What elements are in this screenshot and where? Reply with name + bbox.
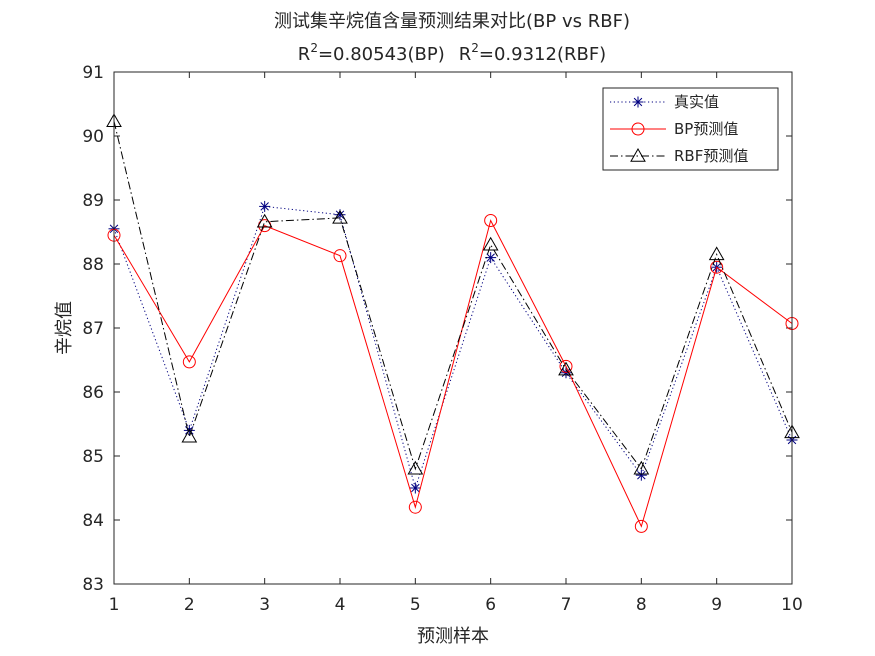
y-tick-label: 87 [82,319,104,339]
legend-label: 真实值 [674,93,719,111]
title-line-2: R2=0.80543(BP) R2=0.9312(RBF) [298,41,606,65]
x-tick-label: 1 [109,595,120,615]
x-tick-label: 5 [410,595,421,615]
chart-title: 测试集辛烷值含量预测结果对比(BP vs RBF) R2=0.80543(BP)… [274,11,630,65]
data-point [259,200,271,212]
data-point [181,428,198,443]
plot-frame [113,71,793,585]
legend-marker [631,122,645,136]
x-tick-label: 9 [711,595,722,615]
y-tick-label: 91 [82,63,104,83]
y-tick-label: 89 [82,191,104,211]
y-tick-label: 86 [82,383,104,403]
data-point [635,469,647,481]
data-point [559,359,573,373]
legend-item-1: 真实值 [610,93,719,111]
x-tick-label: 4 [335,595,346,615]
bp-r2-value: =0.80543(BP) [318,44,445,65]
data-point [332,209,348,224]
legend-label: RBF预测值 [674,147,748,165]
legend-item-2: BP预测值 [610,120,738,138]
data-point [708,246,725,261]
data-point [485,252,497,264]
series-line [113,219,793,528]
x-tick-label: 10 [781,595,803,615]
bp-r-symbol: R [298,44,311,65]
x-tick-label: 3 [259,595,270,615]
y-tick-label: 85 [82,447,104,467]
data-point [407,460,424,475]
data-point [558,361,574,376]
data-point [482,236,499,251]
rbf-r2-value: =0.9312(RBF) [479,44,606,65]
bp-r-superscript: 2 [310,41,318,55]
data-point [484,213,498,227]
x-axis-label: 预测样本 [417,626,489,647]
legend-marker [630,147,646,162]
data-point [409,482,421,494]
legend-label: BP预测值 [674,120,738,138]
x-tick-label: 2 [184,595,195,615]
y-tick-label: 84 [82,511,104,531]
data-point [256,213,273,228]
x-tick-label: 7 [561,595,572,615]
legend: 真实值 BP预测值 RBF预测值 [602,87,779,171]
legend-marker [632,96,644,108]
data-point [408,500,422,514]
title-line-1: 测试集辛烷值含量预测结果对比(BP vs RBF) [274,11,630,32]
y-tick-label: 83 [82,575,104,595]
rbf-r-superscript: 2 [471,41,479,55]
y-axis-label: 辛烷值 [54,301,75,355]
data-point [710,260,724,274]
x-tick-label: 6 [485,595,496,615]
data-point [182,355,196,369]
data-point [633,460,650,475]
rbf-r-symbol: R [459,44,472,65]
x-tick-label: 8 [636,595,647,615]
series-line [113,205,793,490]
y-tick-label: 90 [82,127,104,147]
data-point [333,249,347,263]
data-point [634,519,648,533]
legend-item-3: RBF预测值 [610,147,748,165]
series-line [113,121,793,471]
y-tick-label: 88 [82,255,104,275]
